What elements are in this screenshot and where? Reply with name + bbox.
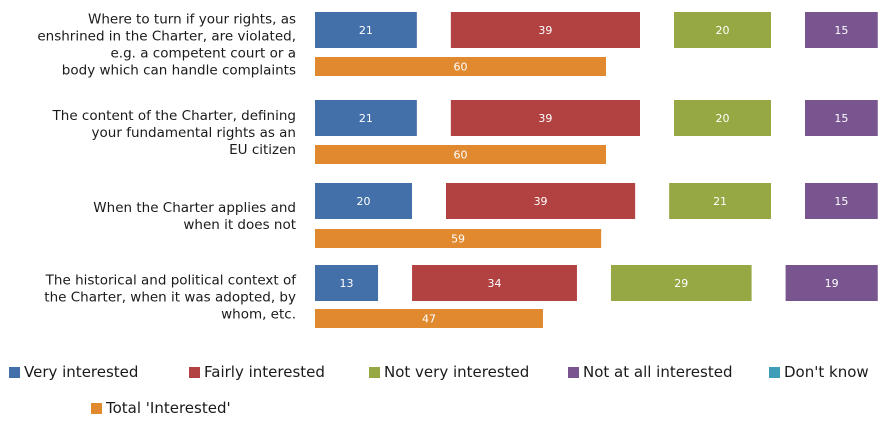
bar-value-label: 15 bbox=[834, 24, 848, 37]
bar-very-interested bbox=[315, 183, 412, 219]
bar-value-label: 20 bbox=[357, 195, 371, 208]
legend-swatch bbox=[369, 367, 380, 378]
bar-value-label: 60 bbox=[454, 149, 468, 162]
legend-label: Total 'Interested' bbox=[105, 399, 231, 417]
bar-value-label: 19 bbox=[825, 277, 839, 290]
legend-item: Don't know bbox=[769, 363, 869, 381]
legend-item: Not at all interested bbox=[568, 363, 732, 381]
category-label-line: enshrined in the Charter, are violated, bbox=[37, 29, 296, 45]
bar-not-at-all-interested bbox=[785, 265, 878, 301]
bar-value-label: 15 bbox=[834, 112, 848, 125]
bar-not-very-interested bbox=[674, 100, 771, 136]
legend-item: Total 'Interested' bbox=[91, 399, 231, 417]
bar-value-label: 39 bbox=[538, 24, 552, 37]
bar-fairly-interested bbox=[446, 183, 636, 219]
bar-value-label: 13 bbox=[340, 277, 354, 290]
legend-label: Very interested bbox=[24, 363, 138, 381]
bar-total-interested bbox=[315, 145, 606, 164]
bar-not-at-all-interested bbox=[805, 12, 878, 48]
bar-value-label: 60 bbox=[454, 61, 468, 74]
bar-not-very-interested bbox=[610, 265, 752, 301]
category-label: The historical and political context of t… bbox=[44, 273, 297, 323]
bar-value-label: 21 bbox=[713, 195, 727, 208]
legend-item: Fairly interested bbox=[189, 363, 325, 381]
bar-not-very-interested bbox=[674, 12, 771, 48]
bar-not-very-interested bbox=[669, 183, 771, 219]
legend-swatch bbox=[9, 367, 20, 378]
bar-value-label: 39 bbox=[534, 195, 548, 208]
category-label-line: The historical and political context of bbox=[45, 273, 298, 289]
legend-label: Fairly interested bbox=[204, 363, 325, 381]
bar-value-label: 20 bbox=[716, 24, 730, 37]
bar-value-label: 20 bbox=[716, 112, 730, 125]
category-label: Where to turn if your rights, as enshrine… bbox=[37, 12, 296, 79]
category-label-line: The content of the Charter, defining bbox=[52, 108, 296, 124]
bar-total-interested bbox=[315, 229, 602, 248]
category-label-line: when it does not bbox=[183, 217, 296, 233]
category-label-line: your fundamental rights as an bbox=[92, 125, 296, 141]
bar-not-at-all-interested bbox=[805, 100, 878, 136]
bar-value-label: 29 bbox=[674, 277, 688, 290]
bar-fairly-interested bbox=[450, 12, 640, 48]
bar-value-label: 15 bbox=[834, 195, 848, 208]
category-label: When the Charter applies and when it does… bbox=[93, 200, 296, 233]
bar-very-interested bbox=[315, 12, 417, 48]
legend-swatch bbox=[568, 367, 579, 378]
bar-not-at-all-interested bbox=[805, 183, 878, 219]
bar-total-interested bbox=[315, 57, 606, 76]
bar-value-label: 47 bbox=[422, 313, 436, 326]
bars: 2139201556021392015560203921155591334291… bbox=[315, 12, 878, 328]
category-label-line: e.g. a competent court or a bbox=[110, 46, 296, 62]
legend-label: Not at all interested bbox=[583, 363, 732, 381]
category-labels: Where to turn if your rights, as enshrine… bbox=[37, 12, 297, 323]
bar-value-label: 21 bbox=[359, 24, 373, 37]
category-label-line: When the Charter applies and bbox=[93, 200, 296, 216]
legend-label: Not very interested bbox=[384, 363, 529, 381]
bar-total-interested bbox=[315, 309, 543, 328]
category-label-line: Where to turn if your rights, as bbox=[88, 12, 296, 28]
category-label-line: whom, etc. bbox=[221, 307, 296, 323]
bar-value-label: 59 bbox=[451, 233, 465, 246]
bar-very-interested bbox=[315, 100, 417, 136]
bar-value-label: 21 bbox=[359, 112, 373, 125]
bar-very-interested bbox=[315, 265, 379, 301]
category-label-line: the Charter, when it was adopted, by bbox=[44, 290, 296, 306]
bar-fairly-interested bbox=[412, 265, 577, 301]
legend-item: Not very interested bbox=[369, 363, 529, 381]
legend: Very interested Fairly interested Not very… bbox=[9, 363, 869, 417]
bar-value-label: 34 bbox=[488, 277, 502, 290]
bar-fairly-interested bbox=[450, 100, 640, 136]
legend-swatch bbox=[189, 367, 200, 378]
category-label: The content of the Charter, defining your… bbox=[52, 108, 296, 158]
legend-item: Very interested bbox=[9, 363, 138, 381]
legend-swatch bbox=[769, 367, 780, 378]
category-label-line: EU citizen bbox=[229, 142, 296, 158]
category-label-line: body which can handle complaints bbox=[62, 63, 296, 79]
legend-label: Don't know bbox=[784, 363, 869, 381]
bar-value-label: 39 bbox=[538, 112, 552, 125]
legend-swatch bbox=[91, 403, 102, 414]
